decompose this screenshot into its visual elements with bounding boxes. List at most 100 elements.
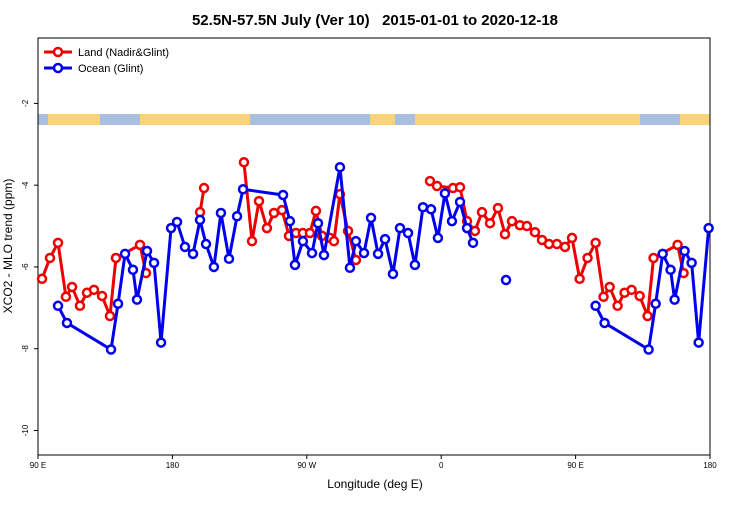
point: [634, 290, 645, 302]
y-tick-label: -10: [21, 424, 30, 436]
point: [599, 317, 610, 329]
point: [590, 300, 601, 312]
point: [566, 232, 578, 244]
point: [467, 237, 479, 249]
point: [141, 245, 153, 257]
point: [394, 222, 406, 234]
point: [246, 235, 258, 247]
x-tick-label: 180: [703, 461, 717, 470]
legend-marker: [52, 46, 64, 58]
point: [492, 202, 504, 214]
point: [289, 259, 301, 271]
point: [261, 222, 273, 234]
point: [454, 181, 466, 193]
plot-frame: [37, 37, 711, 456]
point: [74, 300, 86, 312]
point: [424, 175, 436, 187]
point: [446, 215, 458, 227]
point: [127, 264, 139, 276]
point: [131, 294, 143, 305]
point: [344, 262, 356, 274]
legend-label: Land (Nadir&Glint): [78, 47, 169, 59]
point: [238, 157, 250, 168]
map-strip: [38, 114, 710, 125]
point: [96, 290, 108, 302]
point: [439, 188, 451, 199]
legend-label: Ocean (Glint): [78, 63, 143, 75]
point: [200, 238, 212, 250]
point: [198, 182, 210, 194]
point: [703, 222, 714, 234]
point: [215, 207, 227, 219]
point: [672, 239, 683, 251]
x-tick-label: 0: [439, 461, 444, 470]
point: [604, 281, 615, 293]
point: [642, 310, 653, 322]
point: [461, 222, 473, 234]
y-axis-label: XCO2 - MLO trend (ppm): [1, 179, 15, 314]
point: [61, 317, 73, 329]
point: [134, 239, 146, 251]
point: [387, 268, 399, 280]
x-tick-label: 90 W: [297, 461, 316, 470]
point: [350, 235, 362, 247]
point: [665, 264, 676, 276]
point: [643, 344, 654, 355]
point: [626, 284, 637, 296]
point: [679, 245, 690, 257]
point: [223, 253, 235, 265]
point: [431, 180, 443, 192]
chart-title: 52.5N-57.5N July (Ver 10) 2015-01-01 to …: [192, 12, 558, 29]
x-tick-label: 90 E: [30, 461, 46, 470]
point: [60, 291, 72, 303]
x-axis-label: Longitude (deg E): [327, 477, 422, 491]
point: [669, 294, 680, 305]
point: [110, 252, 122, 264]
point: [484, 217, 496, 229]
point: [148, 257, 160, 269]
point: [165, 222, 177, 234]
point: [334, 161, 346, 173]
point: [237, 184, 249, 195]
point: [155, 337, 167, 348]
point: [500, 274, 512, 286]
point: [648, 252, 659, 264]
point: [590, 237, 601, 249]
point: [306, 247, 318, 259]
point: [104, 310, 116, 322]
point: [409, 259, 421, 271]
point: [187, 248, 199, 260]
point: [612, 300, 623, 312]
point: [582, 252, 593, 264]
point: [686, 257, 697, 269]
y-tick-label: -8: [21, 345, 30, 353]
point: [179, 241, 191, 253]
point: [66, 281, 78, 293]
y-tick-label: -2: [21, 99, 30, 107]
point: [105, 344, 117, 355]
point: [417, 202, 429, 213]
point: [657, 248, 668, 260]
point: [379, 233, 391, 245]
y-tick-label: -4: [21, 181, 30, 189]
point: [208, 261, 220, 273]
point: [284, 215, 296, 227]
x-tick-label: 180: [166, 461, 180, 470]
point: [402, 227, 414, 239]
point: [506, 215, 518, 227]
legend-marker: [52, 62, 64, 74]
point: [36, 273, 48, 285]
point: [551, 238, 563, 250]
point: [253, 195, 265, 207]
point: [112, 298, 124, 309]
y-tick-label: -6: [21, 263, 30, 271]
point: [304, 227, 316, 239]
point: [529, 226, 541, 238]
point: [365, 212, 377, 224]
point: [476, 206, 488, 218]
point: [44, 252, 56, 264]
point: [521, 220, 533, 232]
point: [372, 248, 384, 260]
point: [454, 196, 466, 208]
